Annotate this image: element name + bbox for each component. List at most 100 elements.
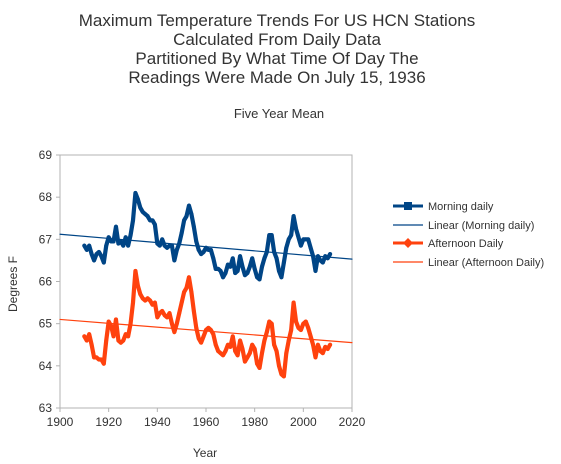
data-point-morning-daily xyxy=(269,233,274,238)
data-point-morning-daily xyxy=(240,264,245,269)
data-point-morning-daily xyxy=(128,233,133,238)
data-point-morning-daily xyxy=(172,258,177,263)
data-point-morning-daily xyxy=(247,264,252,269)
data-point-morning-daily xyxy=(223,271,228,275)
x-tick-label: 1940 xyxy=(144,415,171,429)
data-point-afternoon-daily xyxy=(121,338,126,343)
data-point-morning-daily xyxy=(235,269,240,273)
data-point-afternoon-daily xyxy=(262,338,267,343)
data-point-morning-daily xyxy=(260,264,264,269)
data-point-morning-daily xyxy=(92,258,96,263)
data-point-morning-daily xyxy=(97,250,101,254)
x-tick-label: 2020 xyxy=(339,415,366,429)
data-point-afternoon-daily xyxy=(153,300,157,305)
data-point-afternoon-daily xyxy=(201,334,206,339)
data-point-morning-daily xyxy=(284,245,289,250)
data-point-afternoon-daily xyxy=(187,275,191,280)
y-tick-label: 64 xyxy=(39,359,53,373)
data-point-morning-daily xyxy=(286,237,291,242)
data-point-morning-daily xyxy=(84,247,89,252)
data-point-afternoon-daily xyxy=(191,309,196,313)
data-point-morning-daily xyxy=(320,260,325,265)
chart-title-line-3: Partitioned By What Time Of Day The xyxy=(135,49,418,68)
y-tick-label: 63 xyxy=(39,401,53,415)
data-point-morning-daily xyxy=(252,266,257,271)
data-point-morning-daily xyxy=(316,254,320,259)
data-point-afternoon-daily xyxy=(89,342,94,347)
data-point-morning-daily xyxy=(160,237,165,242)
data-point-afternoon-daily xyxy=(126,334,131,339)
legend-item-afternoon-linear: Linear (Afternoon Daily) xyxy=(393,257,544,269)
data-point-afternoon-daily xyxy=(223,349,228,353)
data-point-morning-daily xyxy=(291,214,296,219)
data-point-afternoon-daily xyxy=(84,338,89,343)
data-point-morning-daily xyxy=(133,191,138,195)
data-point-morning-daily xyxy=(153,222,157,227)
data-point-morning-daily xyxy=(272,250,277,254)
data-point-morning-daily xyxy=(201,250,206,254)
data-point-afternoon-daily xyxy=(182,290,187,294)
data-point-morning-daily xyxy=(257,277,262,282)
data-point-morning-daily xyxy=(230,256,235,261)
data-point-morning-daily xyxy=(306,237,311,242)
data-point-morning-daily xyxy=(138,205,143,210)
data-point-morning-daily xyxy=(121,243,126,248)
data-point-afternoon-daily xyxy=(196,336,201,341)
data-point-morning-daily xyxy=(170,243,174,248)
data-point-afternoon-daily xyxy=(250,342,255,347)
legend-item-afternoon: Afternoon Daily xyxy=(393,238,504,250)
data-point-morning-daily xyxy=(174,247,179,252)
data-point-afternoon-daily xyxy=(160,309,165,313)
data-point-morning-daily xyxy=(89,252,94,256)
series-line-morning-daily xyxy=(82,190,333,282)
data-point-afternoon-daily xyxy=(308,334,313,339)
data-point-afternoon-daily xyxy=(101,361,106,366)
data-point-morning-daily xyxy=(250,256,255,261)
x-tick-label: 1920 xyxy=(95,415,122,429)
data-point-afternoon-daily xyxy=(316,342,320,347)
data-point-afternoon-daily xyxy=(109,323,113,328)
data-point-morning-daily xyxy=(114,224,118,229)
data-point-morning-daily xyxy=(104,243,109,248)
data-point-morning-daily xyxy=(264,250,269,254)
data-point-afternoon-daily xyxy=(320,351,325,356)
data-point-morning-daily xyxy=(208,247,213,252)
legend-item-morning-linear: Linear (Morning daily) xyxy=(393,220,534,232)
plot-area xyxy=(59,154,353,409)
legend-item-morning: Morning daily xyxy=(393,201,494,213)
data-point-afternoon-daily xyxy=(148,298,152,303)
y-axis-title: Degrees F xyxy=(6,256,20,312)
data-point-afternoon-daily xyxy=(87,332,92,337)
data-point-afternoon-daily xyxy=(306,325,311,330)
legend-label-afternoon: Afternoon Daily xyxy=(428,238,504,250)
data-point-afternoon-daily xyxy=(233,349,238,353)
data-point-afternoon-daily xyxy=(274,349,279,353)
x-axis-title: Year xyxy=(193,446,217,460)
data-point-morning-daily xyxy=(325,256,330,261)
axis-ticks: 1900 1920 1940 1960 1980 2000 2020 63 64 65 66 67 68… xyxy=(39,148,366,429)
data-point-morning-daily xyxy=(211,256,216,261)
data-point-afternoon-daily xyxy=(299,328,303,332)
y-tick-label: 65 xyxy=(39,317,53,331)
data-point-morning-daily xyxy=(277,269,281,273)
x-tick-label: 2000 xyxy=(290,415,317,429)
legend-label-afternoon-linear: Linear (Afternoon Daily) xyxy=(428,257,544,269)
data-point-afternoon-daily xyxy=(82,334,87,339)
data-point-afternoon-daily xyxy=(104,338,109,343)
data-point-afternoon-daily xyxy=(311,342,315,347)
data-point-afternoon-daily xyxy=(272,342,277,347)
x-tick-label: 1900 xyxy=(47,415,74,429)
data-point-morning-daily xyxy=(294,226,298,231)
data-point-morning-daily xyxy=(245,271,250,275)
data-point-afternoon-daily xyxy=(238,338,242,343)
data-point-morning-daily xyxy=(111,239,116,244)
x-tick-label: 1960 xyxy=(193,415,220,429)
data-point-afternoon-daily xyxy=(294,319,298,324)
data-point-afternoon-daily xyxy=(255,361,259,366)
data-point-morning-daily xyxy=(308,245,313,250)
data-point-morning-daily xyxy=(101,260,106,265)
data-point-afternoon-daily xyxy=(221,353,225,358)
data-point-morning-daily xyxy=(299,243,303,248)
data-point-morning-daily xyxy=(262,256,267,261)
